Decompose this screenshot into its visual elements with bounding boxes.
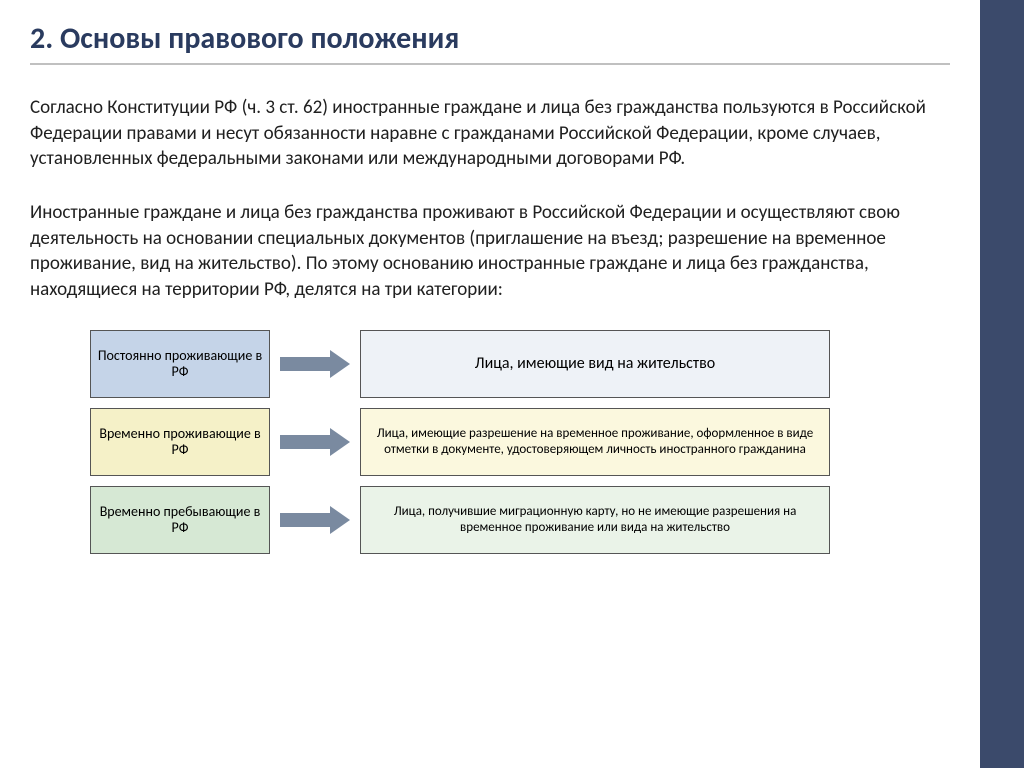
page-title: 2. Основы правового положения [30, 20, 950, 57]
right-sidebar [980, 0, 1024, 768]
paragraph-2: Иностранные граждане и лица без гражданс… [30, 200, 950, 303]
arrow-cell [270, 486, 360, 554]
category-box: Временно проживающие в РФ [90, 408, 270, 476]
slide-content: 2. Основы правового положения Согласно К… [0, 0, 980, 768]
category-box: Постоянно проживающие в РФ [90, 330, 270, 398]
category-box: Временно пребывающие в РФ [90, 486, 270, 554]
description-box: Лица, имеющие разрешение на временное пр… [360, 408, 830, 476]
arrow-icon [280, 350, 350, 378]
diagram-row: Временно проживающие в РФ Лица, имеющие … [90, 408, 950, 476]
description-box: Лица, имеющие вид на жительство [360, 330, 830, 398]
diagram-row: Постоянно проживающие в РФ Лица, имеющие… [90, 330, 950, 398]
title-underline [30, 63, 950, 65]
categories-diagram: Постоянно проживающие в РФ Лица, имеющие… [90, 330, 950, 554]
paragraph-1: Согласно Конституции РФ (ч. 3 ст. 62) ин… [30, 95, 950, 172]
arrow-cell [270, 408, 360, 476]
arrow-cell [270, 330, 360, 398]
arrow-icon [280, 428, 350, 456]
description-box: Лица, получившие миграционную карту, но … [360, 486, 830, 554]
diagram-row: Временно пребывающие в РФ Лица, получивш… [90, 486, 950, 554]
arrow-icon [280, 506, 350, 534]
